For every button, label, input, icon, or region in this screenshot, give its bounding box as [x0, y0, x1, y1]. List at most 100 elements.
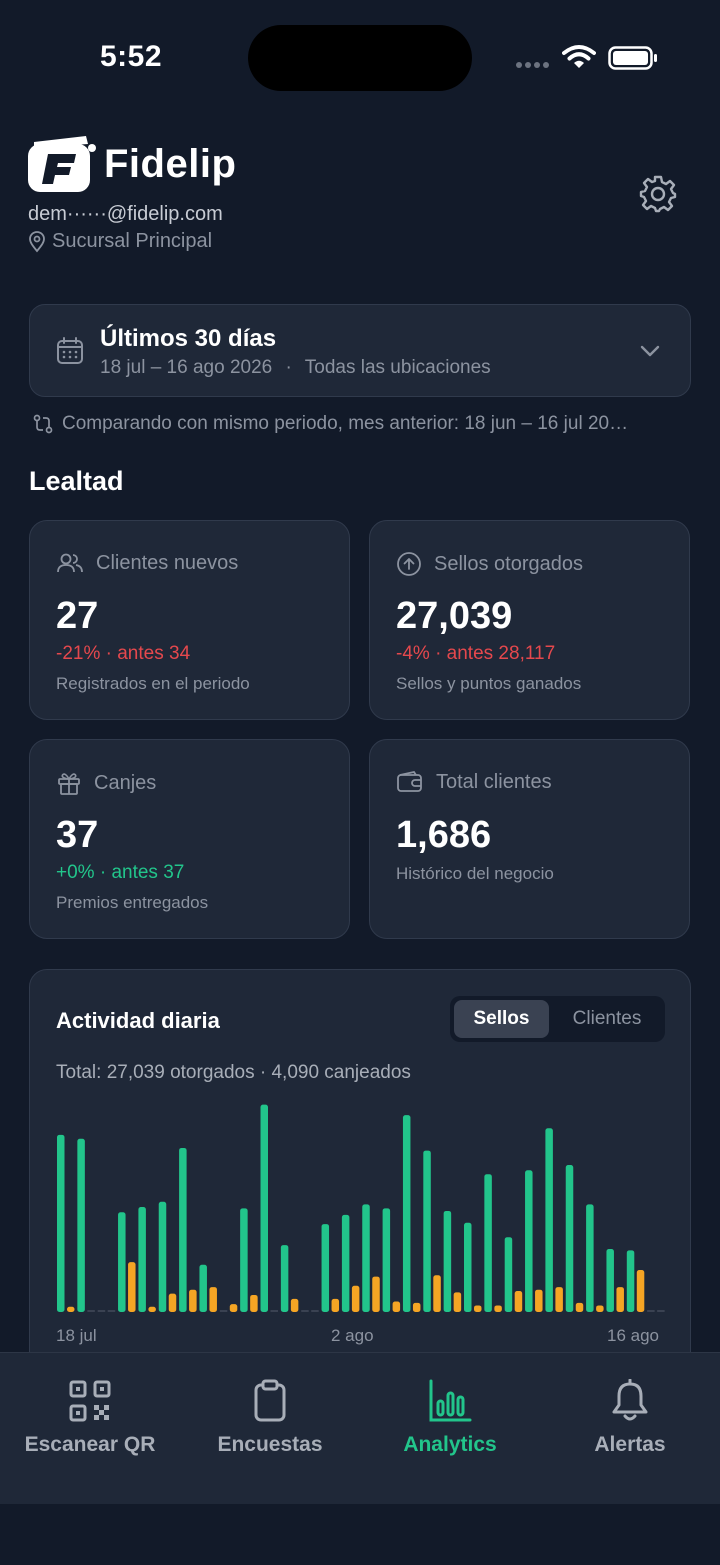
comparison-text: Comparando con mismo periodo, mes anteri…	[62, 413, 629, 434]
bar-redeemed-27	[596, 1305, 604, 1312]
bar-stamps-11	[260, 1104, 268, 1312]
x-axis-label-end: 16 ago	[607, 1326, 659, 1345]
brand-name: Fidelip	[104, 141, 237, 186]
toggle-clients[interactable]: Clientes	[572, 1008, 642, 1029]
bar-redeemed-12	[290, 1298, 299, 1312]
tab-label: Alertas	[594, 1433, 666, 1456]
bar-stamps-14	[321, 1224, 330, 1312]
branch-label: Sucursal Principal	[52, 230, 213, 252]
bell-icon	[612, 1379, 648, 1421]
bar-redeemed-4	[128, 1262, 136, 1312]
bar-redeemed-9	[229, 1304, 238, 1312]
dynamic-island	[248, 25, 472, 91]
tab-scan-qr[interactable]: Escanear QR	[0, 1379, 180, 1457]
bar-redeemed-8	[209, 1287, 217, 1312]
chevron-down-icon	[640, 345, 660, 357]
bar-redeemed-10	[250, 1294, 258, 1312]
chart-title: Actividad diaria	[56, 1008, 220, 1033]
bar-chart-icon	[429, 1379, 472, 1422]
tab-alerts[interactable]: Alertas	[540, 1379, 720, 1457]
compare-arrows-icon	[33, 414, 53, 434]
kpi-card-redemptions[interactable]: Canjes 37 +0% · antes 37 Premios entrega…	[29, 739, 350, 939]
settings-gear-icon[interactable]	[636, 172, 680, 216]
kpi-delta: -4% · antes 28,117	[396, 643, 556, 664]
x-axis-label-start: 18 jul	[56, 1326, 97, 1345]
bar-stamps-3	[97, 1310, 106, 1312]
kpi-description: Registrados en el periodo	[56, 674, 250, 693]
kpi-label: Sellos otorgados	[434, 552, 583, 575]
bar-redeemed-13	[311, 1310, 319, 1312]
bar-stamps-18	[402, 1115, 411, 1312]
qr-code-icon	[69, 1380, 111, 1422]
bar-stamps-12	[280, 1245, 289, 1312]
x-axis-label-mid: 2 ago	[331, 1326, 374, 1345]
signal-icon	[516, 62, 549, 68]
brand: Fidelip	[28, 134, 236, 194]
bar-redeemed-30	[657, 1310, 665, 1312]
section-title-loyalty: Lealtad	[29, 466, 124, 496]
kpi-card-new-clients[interactable]: Clientes nuevos 27 -21% · antes 34 Regis…	[29, 520, 350, 720]
bar-redeemed-21	[474, 1305, 482, 1312]
tab-analytics[interactable]: Analytics	[360, 1379, 540, 1457]
bar-redeemed-28	[616, 1287, 624, 1312]
bar-stamps-6	[158, 1201, 167, 1312]
bar-stamps-2	[77, 1138, 85, 1312]
kpi-label: Canjes	[94, 771, 157, 794]
bottom-tab-bar: Escanear QR Encuestas Analytics Alertas	[0, 1352, 720, 1504]
bar-stamps-24	[525, 1170, 533, 1312]
map-pin-icon	[29, 230, 45, 252]
tab-surveys[interactable]: Encuestas	[180, 1379, 360, 1457]
bar-stamps-29	[626, 1250, 635, 1312]
kpi-value: 37	[56, 814, 99, 856]
bar-redeemed-2	[87, 1310, 95, 1312]
daily-activity-card: Actividad diaria Sellos Clientes Total: …	[29, 969, 691, 1389]
tab-label: Encuestas	[217, 1433, 323, 1456]
kpi-card-stamps[interactable]: Sellos otorgados 27,039 -4% · antes 28,1…	[369, 520, 690, 720]
tab-label: Analytics	[403, 1433, 497, 1456]
kpi-description: Histórico del negocio	[396, 864, 554, 883]
bar-redeemed-25	[555, 1287, 563, 1312]
chart-metric-toggle: Sellos Clientes	[450, 996, 665, 1042]
bar-stamps-22	[484, 1174, 492, 1312]
gift-icon	[58, 773, 80, 795]
bar-redeemed-3	[107, 1310, 116, 1312]
tab-label: Escanear QR	[24, 1433, 156, 1456]
kpi-label: Clientes nuevos	[96, 551, 239, 574]
bar-stamps-23	[504, 1237, 513, 1312]
bar-redeemed-14	[331, 1298, 340, 1312]
kpi-description: Sellos y puntos ganados	[396, 674, 582, 693]
bar-stamps-17	[382, 1208, 391, 1312]
period-location: Todas las ubicaciones	[304, 357, 491, 378]
bar-stamps-9	[219, 1310, 228, 1312]
bar-redeemed-18	[412, 1302, 421, 1312]
bar-redeemed-23	[514, 1291, 523, 1312]
daily-activity-chart	[57, 1104, 665, 1312]
arrow-up-circle-icon	[397, 552, 421, 576]
status-time: 5:52	[100, 40, 163, 73]
branch-location[interactable]: Sucursal Principal	[28, 230, 212, 253]
bar-stamps-30	[647, 1310, 655, 1312]
bar-redeemed-1	[67, 1306, 75, 1312]
bar-stamps-5	[138, 1207, 146, 1312]
kpi-label: Total clientes	[436, 770, 552, 793]
period-selector[interactable]: Últimos 30 días 18 jul – 16 ago 2026 · T…	[29, 304, 691, 397]
bar-redeemed-16	[372, 1276, 380, 1312]
battery-icon	[608, 46, 657, 70]
calendar-icon	[57, 337, 83, 364]
bar-redeemed-5	[148, 1306, 156, 1312]
toggle-stamps[interactable]: Sellos	[454, 1000, 549, 1038]
fidelip-logo-icon	[28, 136, 96, 192]
bar-stamps-27	[586, 1204, 594, 1312]
kpi-card-total-clients[interactable]: Total clientes 1,686 Histórico del negoc…	[369, 739, 690, 939]
bar-stamps-8	[199, 1264, 207, 1312]
kpi-value: 27	[56, 595, 99, 637]
kpi-description: Premios entregados	[56, 893, 209, 912]
kpi-delta: -21% · antes 34	[56, 643, 191, 664]
bar-redeemed-17	[392, 1301, 401, 1312]
bar-stamps-20	[443, 1210, 452, 1312]
chart-total: Total: 27,039 otorgados · 4,090 canjeado…	[56, 1062, 411, 1083]
bar-stamps-16	[362, 1204, 370, 1312]
bar-stamps-15	[341, 1214, 350, 1312]
period-subtitle: 18 jul – 16 ago 2026 · Todas las ubicaci…	[100, 357, 491, 378]
kpi-value: 1,686	[396, 814, 492, 856]
